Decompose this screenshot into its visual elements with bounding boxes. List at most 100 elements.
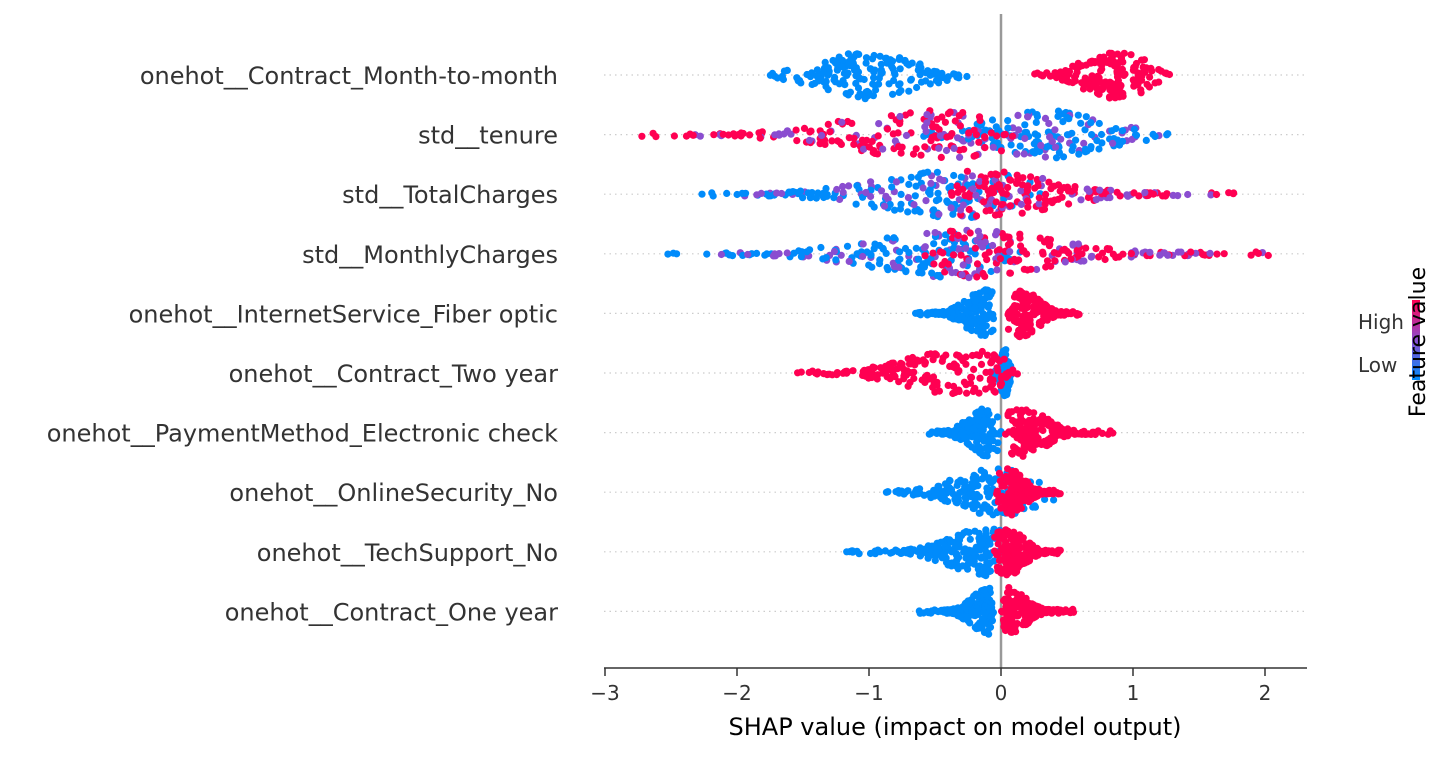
shap-point-high <box>981 144 989 152</box>
shap-point-high <box>1079 85 1088 93</box>
shap-point-low <box>886 200 894 209</box>
shap-point-high <box>1013 541 1022 549</box>
shap-point-high <box>1033 419 1041 428</box>
shap-point-low <box>938 495 946 503</box>
shap-point-low <box>868 263 876 271</box>
shap-point-high <box>1015 550 1023 558</box>
shap-point-high <box>1107 79 1115 88</box>
shap-point-low <box>830 247 839 256</box>
shap-point-low <box>940 239 949 247</box>
shap-point-low <box>930 492 939 500</box>
shap-point-high <box>938 261 946 269</box>
shap-point-low <box>1041 114 1050 122</box>
shap-point-high <box>775 131 783 139</box>
shap-point-low <box>907 173 915 181</box>
shap-point-high <box>997 380 1006 388</box>
shap-point-low <box>980 437 988 445</box>
shap-point-low <box>838 63 846 71</box>
shap-point-high <box>1106 56 1114 64</box>
shap-point-low <box>912 182 920 190</box>
shap-point-high <box>1005 368 1013 377</box>
shap-point-high <box>986 377 994 385</box>
shap-point-high <box>1177 248 1185 256</box>
shap-point-high <box>652 133 660 141</box>
shap-point-high <box>1003 552 1011 560</box>
shap-point-high <box>1165 70 1174 79</box>
shap-point-low <box>932 310 941 318</box>
shap-point-high <box>824 120 832 128</box>
shap-point-high <box>1000 618 1008 626</box>
shap-point-low <box>891 206 899 214</box>
shap-point-low <box>968 482 976 490</box>
shap-point-low <box>953 481 961 489</box>
shap-point-low <box>1068 146 1076 154</box>
shap-point-high <box>975 138 983 146</box>
feature-label: onehot__TechSupport_No <box>257 539 558 567</box>
colorbar-title: Feature value <box>1406 267 1431 417</box>
shap-point-high <box>981 174 989 182</box>
shap-point-low <box>1050 496 1058 504</box>
shap-point-high <box>1031 425 1039 433</box>
shap-point-high <box>1057 431 1065 439</box>
shap-point-low <box>986 559 994 567</box>
shap-point-low <box>895 263 903 271</box>
shap-point-low <box>808 189 816 197</box>
shap-point-high <box>1057 606 1065 614</box>
shap-point-high <box>887 112 896 120</box>
shap-point-high <box>993 132 1001 140</box>
shap-point-high <box>902 371 911 379</box>
shap-point-high <box>1130 82 1138 90</box>
shap-point-high <box>938 113 946 121</box>
shap-point-high <box>1199 251 1207 259</box>
shap-point-high <box>972 131 981 139</box>
shap-point-high <box>865 366 873 374</box>
shap-point-high <box>879 145 887 153</box>
shap-point-high <box>826 128 834 136</box>
shap-point-high <box>960 234 969 242</box>
shap-point-high <box>1028 328 1036 336</box>
shap-point-high <box>902 131 911 140</box>
shap-point-low <box>870 74 878 82</box>
shap-point-high <box>1006 248 1014 256</box>
shap-point-high <box>962 244 970 252</box>
shap-point-high <box>1134 69 1142 77</box>
shap-point-high <box>923 111 931 119</box>
shap-point-low <box>913 206 922 214</box>
shap-point-high <box>949 251 958 259</box>
shap-point-high <box>1092 196 1100 204</box>
shap-point-low <box>664 250 672 258</box>
shap-point-high <box>1004 311 1012 319</box>
shap-point-high <box>923 371 931 379</box>
shap-point-high <box>946 132 954 140</box>
shap-point-high <box>1187 248 1195 256</box>
shap-point-high <box>962 353 970 361</box>
shap-point-high <box>828 137 836 145</box>
shap-point-low <box>1088 131 1096 139</box>
shap-point-high <box>946 108 954 116</box>
shap-point-low <box>945 487 953 495</box>
shap-point-high <box>942 351 950 359</box>
shap-point-low <box>723 189 731 197</box>
shap-point-low <box>1072 136 1080 144</box>
shap-point-low <box>897 190 905 198</box>
shap-point-low <box>912 309 920 317</box>
shap-point-low <box>918 269 926 277</box>
shap-point-high <box>1018 181 1026 189</box>
shap-point-high <box>797 368 805 376</box>
shap-point-high <box>1061 67 1070 75</box>
shap-point-high <box>885 360 893 369</box>
shap-point-low <box>976 408 985 416</box>
shap-point-low <box>744 250 752 259</box>
shap-point-low <box>902 547 910 555</box>
shap-point-low <box>896 248 904 256</box>
shap-point-high <box>833 369 841 377</box>
shap-point-low <box>872 86 880 94</box>
shap-point-high <box>800 124 809 132</box>
shap-point-low <box>961 603 969 611</box>
shap-point-low <box>895 88 903 96</box>
shap-point-low <box>868 200 876 208</box>
shap-point-high <box>1007 588 1015 597</box>
shap-point-low <box>1045 119 1053 128</box>
shap-point-high <box>985 248 993 256</box>
shap-point-high <box>977 360 986 368</box>
